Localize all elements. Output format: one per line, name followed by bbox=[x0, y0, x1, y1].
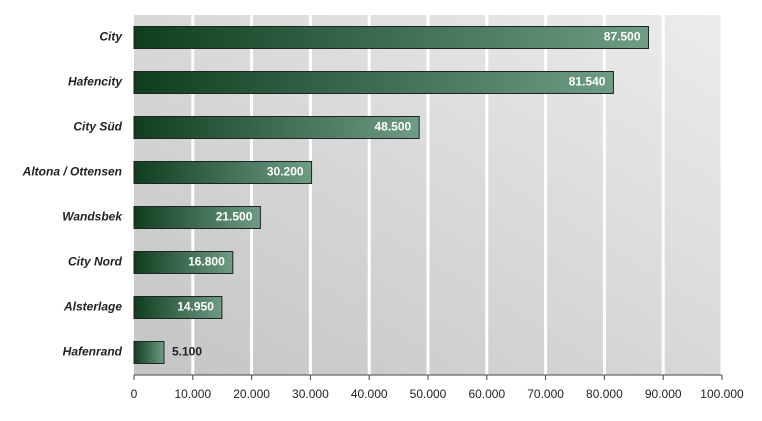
value-label: 48.500 bbox=[374, 120, 411, 134]
bar bbox=[133, 296, 223, 319]
bar bbox=[133, 341, 165, 364]
value-label: 16.800 bbox=[188, 255, 225, 269]
x-tick-label: 50.000 bbox=[410, 387, 447, 401]
bar bbox=[133, 161, 313, 184]
value-label: 5.100 bbox=[172, 345, 202, 359]
x-tick-label: 20.000 bbox=[233, 387, 270, 401]
y-tick-label: Hafencity bbox=[68, 75, 123, 89]
y-tick-label: Wandsbek bbox=[62, 210, 123, 224]
value-label: 21.500 bbox=[216, 210, 253, 224]
bar bbox=[133, 116, 420, 139]
x-tick-label: 70.000 bbox=[527, 387, 564, 401]
bar bbox=[133, 71, 614, 94]
bar bbox=[133, 206, 261, 229]
y-tick-label: Hafenrand bbox=[63, 345, 123, 359]
value-label: 30.200 bbox=[267, 165, 304, 179]
y-tick-label: City bbox=[99, 30, 123, 44]
x-tick-label: 0 bbox=[131, 387, 138, 401]
bar bbox=[133, 251, 234, 274]
x-tick-label: 30.000 bbox=[292, 387, 329, 401]
y-tick-label: Alsterlage bbox=[63, 300, 122, 314]
x-tick-label: 10.000 bbox=[174, 387, 211, 401]
y-tick-label: Altona / Ottensen bbox=[22, 165, 122, 179]
bar bbox=[133, 26, 649, 49]
value-label: 87.500 bbox=[604, 30, 641, 44]
x-tick-label: 60.000 bbox=[468, 387, 505, 401]
x-tick-label: 100.000 bbox=[700, 387, 744, 401]
y-tick-label: City Süd bbox=[73, 120, 122, 134]
value-label: 81.540 bbox=[569, 75, 606, 89]
y-tick-label: City Nord bbox=[68, 255, 123, 269]
value-label: 14.950 bbox=[177, 300, 214, 314]
x-tick-label: 90.000 bbox=[645, 387, 682, 401]
x-tick-label: 80.000 bbox=[586, 387, 623, 401]
x-tick-label: 40.000 bbox=[351, 387, 388, 401]
